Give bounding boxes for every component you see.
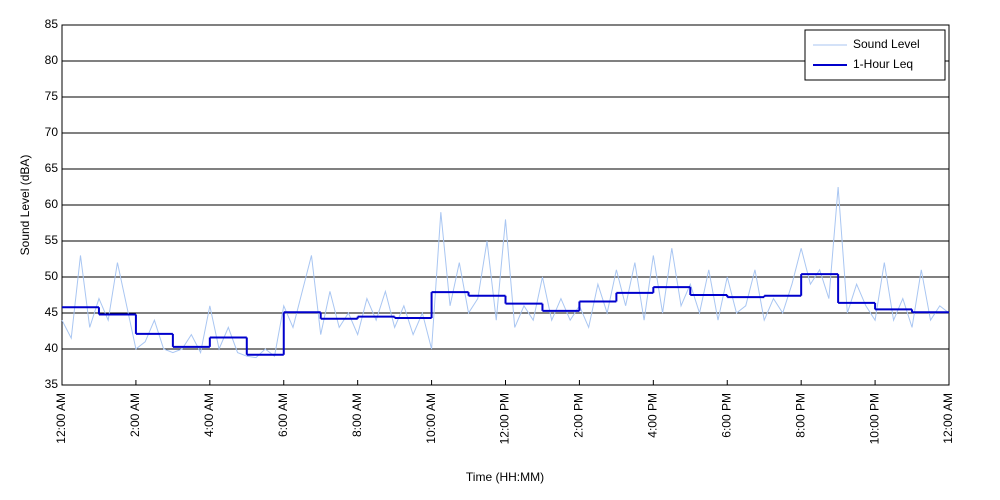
x-tick-label: 6:00 AM (276, 393, 290, 437)
legend-label: 1-Hour Leq (853, 57, 913, 71)
y-tick-label: 35 (45, 377, 59, 391)
y-axis-label: Sound Level (dBA) (18, 155, 32, 256)
x-tick-label: 2:00 AM (128, 393, 142, 437)
legend-box (804, 29, 946, 81)
y-tick-label: 60 (45, 197, 59, 211)
x-tick-label: 10:00 AM (424, 393, 438, 444)
x-axis-label: Time (HH:MM) (466, 470, 544, 484)
x-tick-label: 4:00 PM (646, 393, 660, 438)
x-tick-label: 12:00 AM (54, 393, 68, 444)
x-tick-label: 8:00 AM (350, 393, 364, 437)
x-tick-label: 8:00 PM (793, 393, 807, 438)
legend-label: Sound Level (853, 37, 920, 51)
y-tick-label: 85 (45, 17, 59, 31)
x-tick-label: 12:00 PM (498, 393, 512, 444)
sound-level-line (61, 186, 950, 359)
x-tick-label: 10:00 PM (867, 393, 881, 444)
y-tick-label: 65 (45, 161, 59, 175)
y-tick-label: 70 (45, 125, 59, 139)
y-tick-label: 55 (45, 233, 59, 247)
y-tick-label: 40 (45, 341, 59, 355)
x-tick-label: 12:00 AM (941, 393, 955, 444)
x-tick-label: 6:00 PM (719, 393, 733, 438)
y-tick-label: 75 (45, 89, 59, 103)
x-tick-label: 2:00 PM (572, 393, 586, 438)
y-tick-label: 50 (45, 269, 59, 283)
x-tick-label: 4:00 AM (202, 393, 216, 437)
y-tick-label: 45 (45, 305, 59, 319)
y-tick-label: 80 (45, 53, 59, 67)
